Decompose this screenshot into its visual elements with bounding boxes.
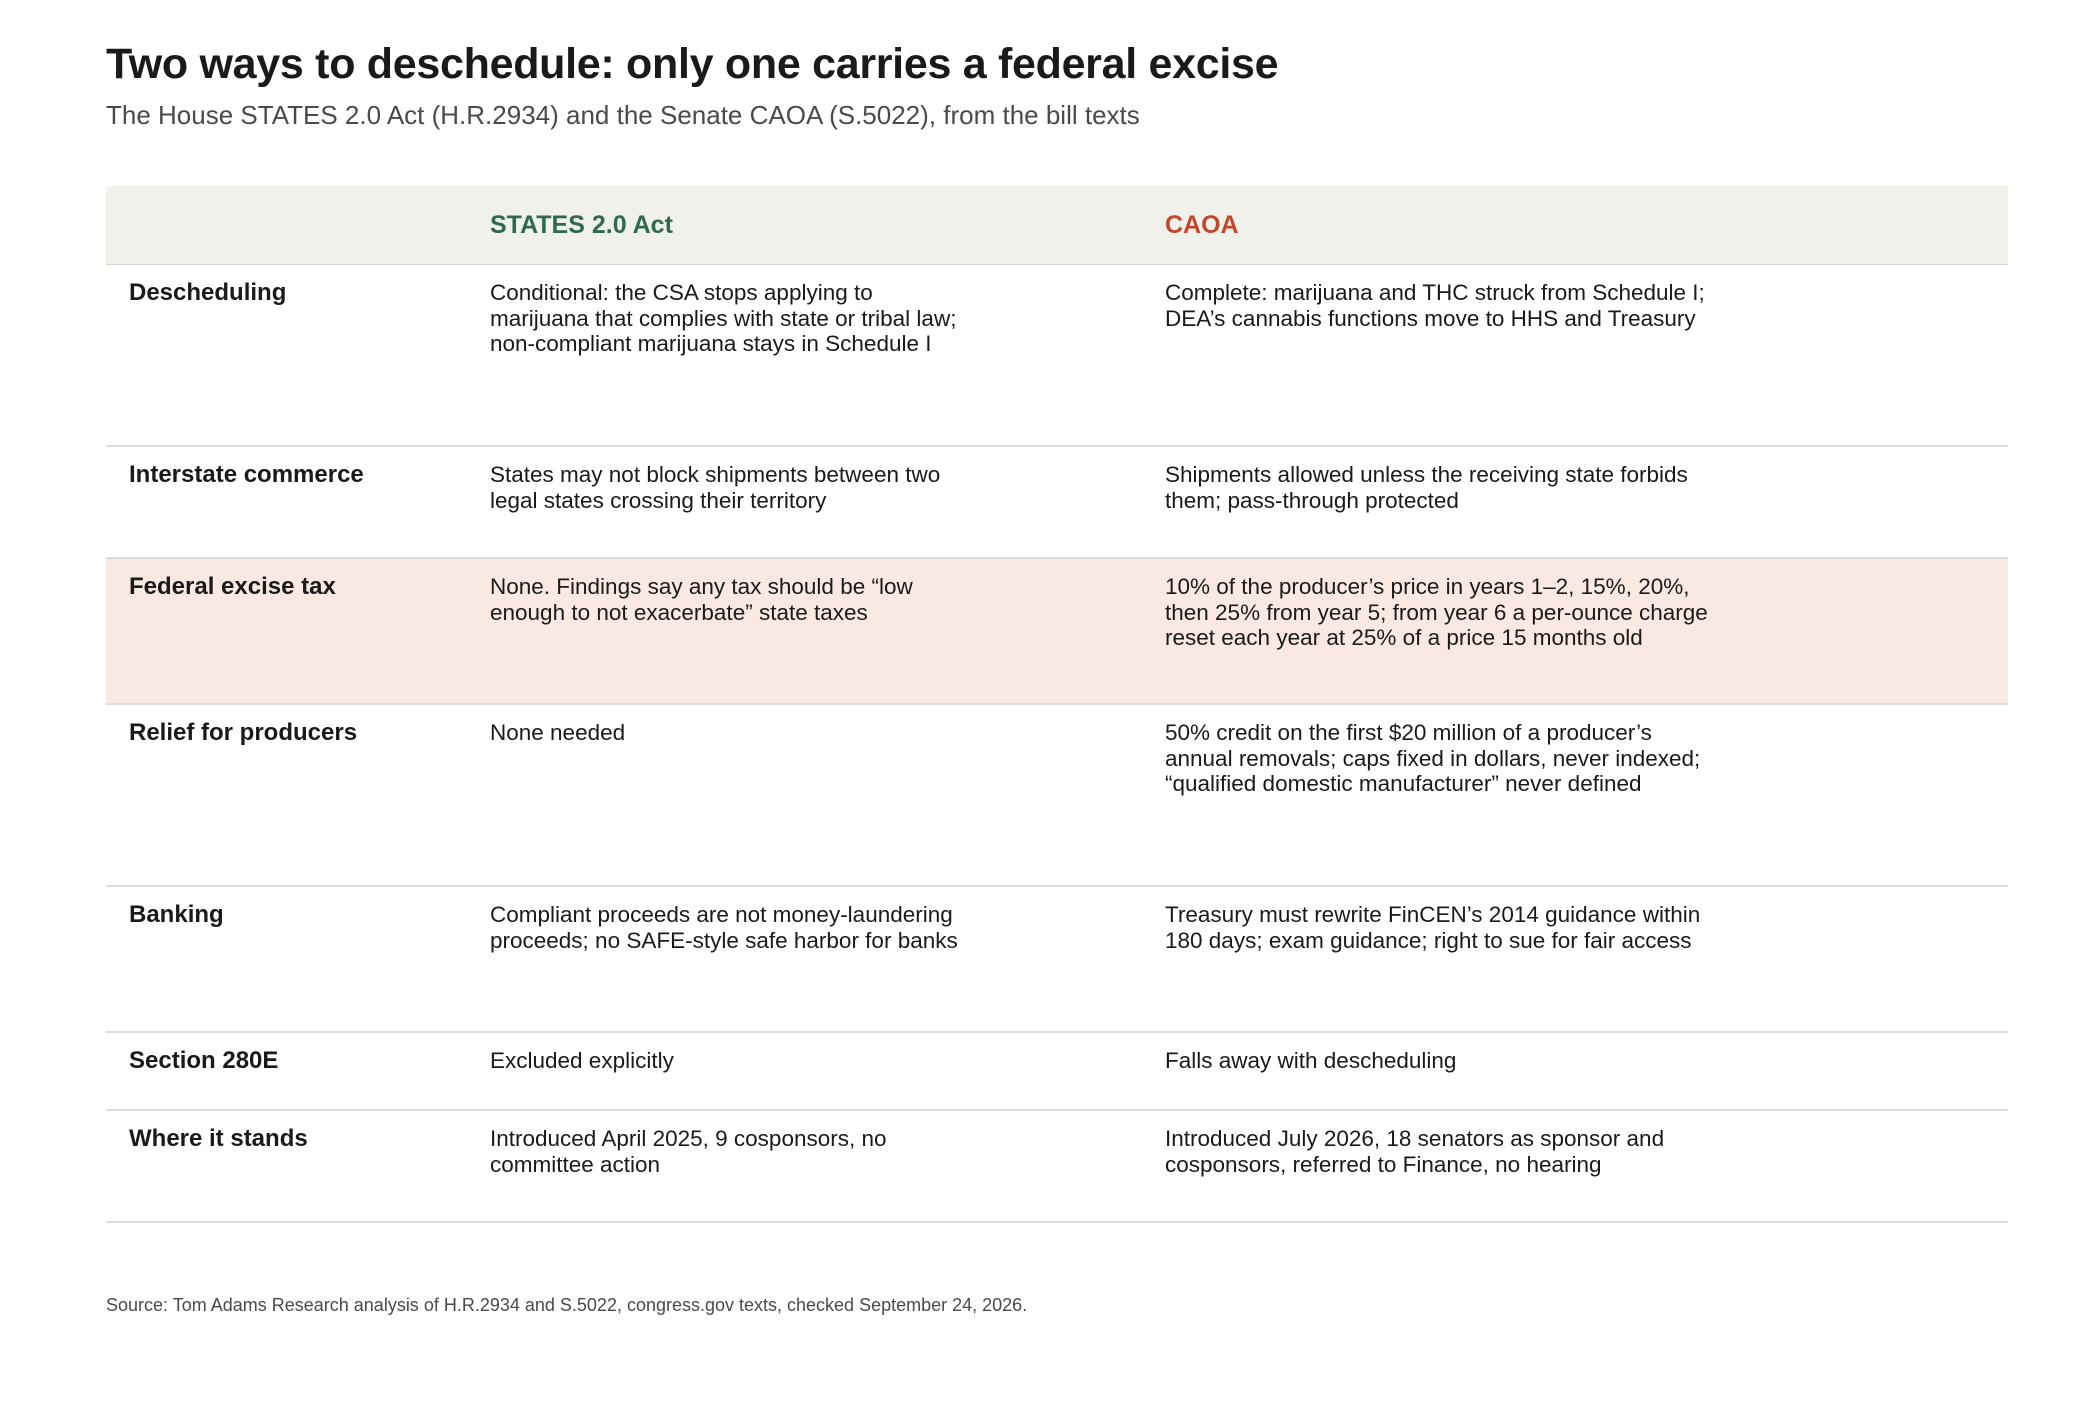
caoa-cell: Introduced July 2026, 18 senators as spo…	[1165, 1126, 1665, 1177]
states-cell: Introduced April 2025, 9 cosponsors, no …	[490, 1126, 887, 1177]
row-label: Where it stands	[129, 1125, 308, 1152]
row-label: Federal excise tax	[129, 573, 336, 600]
header-caoa-column: CAOA	[1165, 186, 2008, 265]
states-cell: States may not block shipments between t…	[490, 462, 941, 513]
table-header-row: STATES 2.0 Act CAOA	[106, 186, 2008, 265]
states-cell: Excluded explicitly	[490, 1048, 674, 1073]
caoa-cell: 50% credit on the first $20 million of a…	[1165, 720, 1701, 796]
states-cell: None needed	[490, 720, 626, 745]
header-states-column: STATES 2.0 Act	[490, 186, 1165, 265]
caoa-cell: Complete: marijuana and THC struck from …	[1165, 280, 1705, 331]
source-note: Source: Tom Adams Research analysis of H…	[106, 1295, 1028, 1315]
table-row-federal-excise-tax: Federal excise tax None. Findings say an…	[106, 558, 2008, 705]
comparison-table: STATES 2.0 Act CAOA Descheduling Conditi…	[106, 186, 2008, 1223]
page-subtitle: The House STATES 2.0 Act (H.R.2934) and …	[106, 100, 1140, 130]
states-cell: Conditional: the CSA stops applying to m…	[490, 280, 957, 356]
table-row-relief-for-producers: Relief for producers None needed 50% cre…	[106, 704, 2008, 887]
caoa-cell: 10% of the producer’s price in years 1–2…	[1165, 574, 1708, 650]
header-label-column	[106, 186, 490, 265]
states-cell: Compliant proceeds are not money-launder…	[490, 902, 958, 953]
table-row-banking: Banking Compliant proceeds are not money…	[106, 886, 2008, 1033]
table-row-where-it-stands: Where it stands Introduced April 2025, 9…	[106, 1110, 2008, 1223]
row-label: Section 280E	[129, 1047, 279, 1074]
row-label: Banking	[129, 901, 224, 928]
caoa-cell: Shipments allowed unless the receiving s…	[1165, 462, 1688, 513]
states-cell: None. Findings say any tax should be “lo…	[490, 574, 913, 625]
row-label: Relief for producers	[129, 719, 358, 746]
table-row-section-280e: Section 280E Excluded explicitly Falls a…	[106, 1032, 2008, 1111]
page-title: Two ways to deschedule: only one carries…	[106, 40, 1279, 88]
caoa-cell: Treasury must rewrite FinCEN’s 2014 guid…	[1165, 902, 1701, 953]
row-label: Interstate commerce	[129, 461, 364, 488]
table-row-interstate-commerce: Interstate commerce States may not block…	[106, 446, 2008, 559]
row-label: Descheduling	[129, 279, 287, 306]
table-row-descheduling: Descheduling Conditional: the CSA stops …	[106, 264, 2008, 447]
caoa-cell: Falls away with descheduling	[1165, 1048, 1457, 1073]
